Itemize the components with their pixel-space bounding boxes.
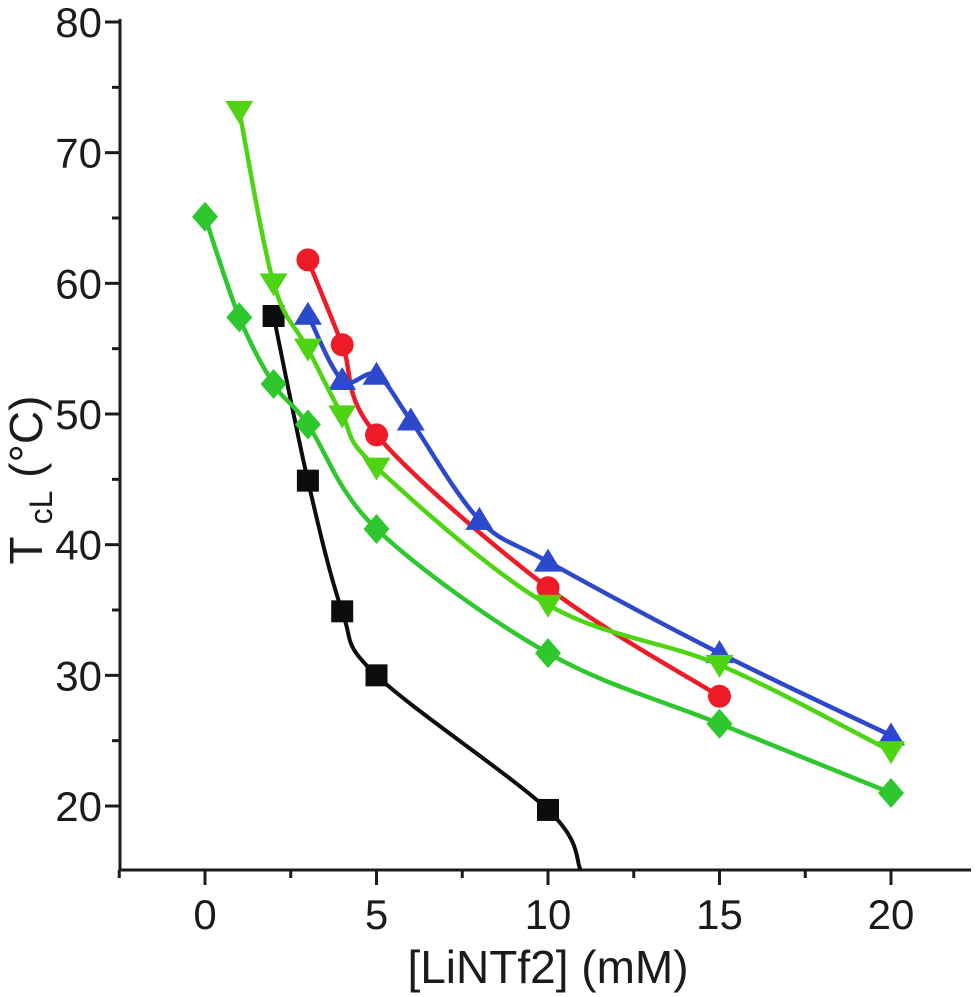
blue-up-triangles-marker xyxy=(396,407,425,431)
y-axis-title: T cL (°C) xyxy=(0,396,62,565)
blue-up-triangles-marker xyxy=(362,361,391,385)
green-down-triangles-marker xyxy=(328,405,357,429)
green-diamonds-marker xyxy=(535,638,561,669)
plot-area: 20 30 40 50 60 70 80 0 5 10 15 20 xyxy=(55,0,971,938)
x-axis-title: [LiNTf2] (mM) xyxy=(407,941,688,993)
green-diamonds-marker xyxy=(706,708,733,739)
black-squares-marker xyxy=(296,469,319,492)
green-diamonds-marker xyxy=(226,302,253,333)
y-tick-label: 60 xyxy=(55,260,102,307)
red-circles-marker xyxy=(536,576,560,600)
y-axis-title-main: T xyxy=(0,536,52,564)
blue-up-triangles-marker xyxy=(328,367,357,391)
y-tick-label: 40 xyxy=(55,522,102,569)
green-diamonds-marker xyxy=(260,368,287,399)
y-tick-label: 20 xyxy=(55,783,102,830)
black-squares-marker xyxy=(331,600,354,623)
red-circles-marker xyxy=(296,248,320,272)
x-tick-label: 0 xyxy=(193,891,216,938)
blue-up-triangles-line xyxy=(305,312,894,738)
green-diamonds-marker xyxy=(192,201,218,232)
black-squares-marker xyxy=(365,664,388,687)
green-down-triangles-marker xyxy=(877,741,905,765)
green-down-triangles-marker xyxy=(259,273,288,297)
red-circles-marker xyxy=(365,423,388,447)
y-tick-label: 30 xyxy=(55,652,102,699)
blue-up-triangles-marker xyxy=(465,506,494,530)
green-diamonds-marker xyxy=(878,777,904,808)
black-squares-marker xyxy=(262,305,285,328)
red-circles-marker xyxy=(708,684,731,708)
blue-up-triangles-marker xyxy=(293,301,322,325)
y-axis-title-rest: (°C) xyxy=(0,396,52,478)
green-diamonds-marker xyxy=(363,513,390,544)
black-squares-line xyxy=(271,314,583,871)
blue-up-triangles-marker xyxy=(534,548,562,572)
x-tick-label: 10 xyxy=(525,891,572,938)
y-axis-title-sub: cL xyxy=(23,491,59,525)
green-down-triangles-marker xyxy=(225,100,254,124)
black-squares-marker xyxy=(537,798,559,821)
green-down-triangles-line xyxy=(237,108,894,754)
green-diamonds-marker xyxy=(294,409,321,440)
blue-up-triangles-marker xyxy=(877,722,905,746)
y-tick-label: 80 xyxy=(55,0,102,46)
green-down-triangles-marker xyxy=(293,338,322,362)
x-tick-label: 15 xyxy=(696,891,743,938)
x-tick-label: 20 xyxy=(868,891,915,938)
green-down-triangles-marker xyxy=(705,654,734,678)
red-circles-marker xyxy=(330,333,354,357)
y-tick-label: 70 xyxy=(55,130,102,177)
x-tick-label: 5 xyxy=(365,891,388,938)
green-down-triangles-marker xyxy=(534,594,562,618)
y-tick-label: 50 xyxy=(55,391,102,438)
green-down-triangles-marker xyxy=(362,457,391,481)
